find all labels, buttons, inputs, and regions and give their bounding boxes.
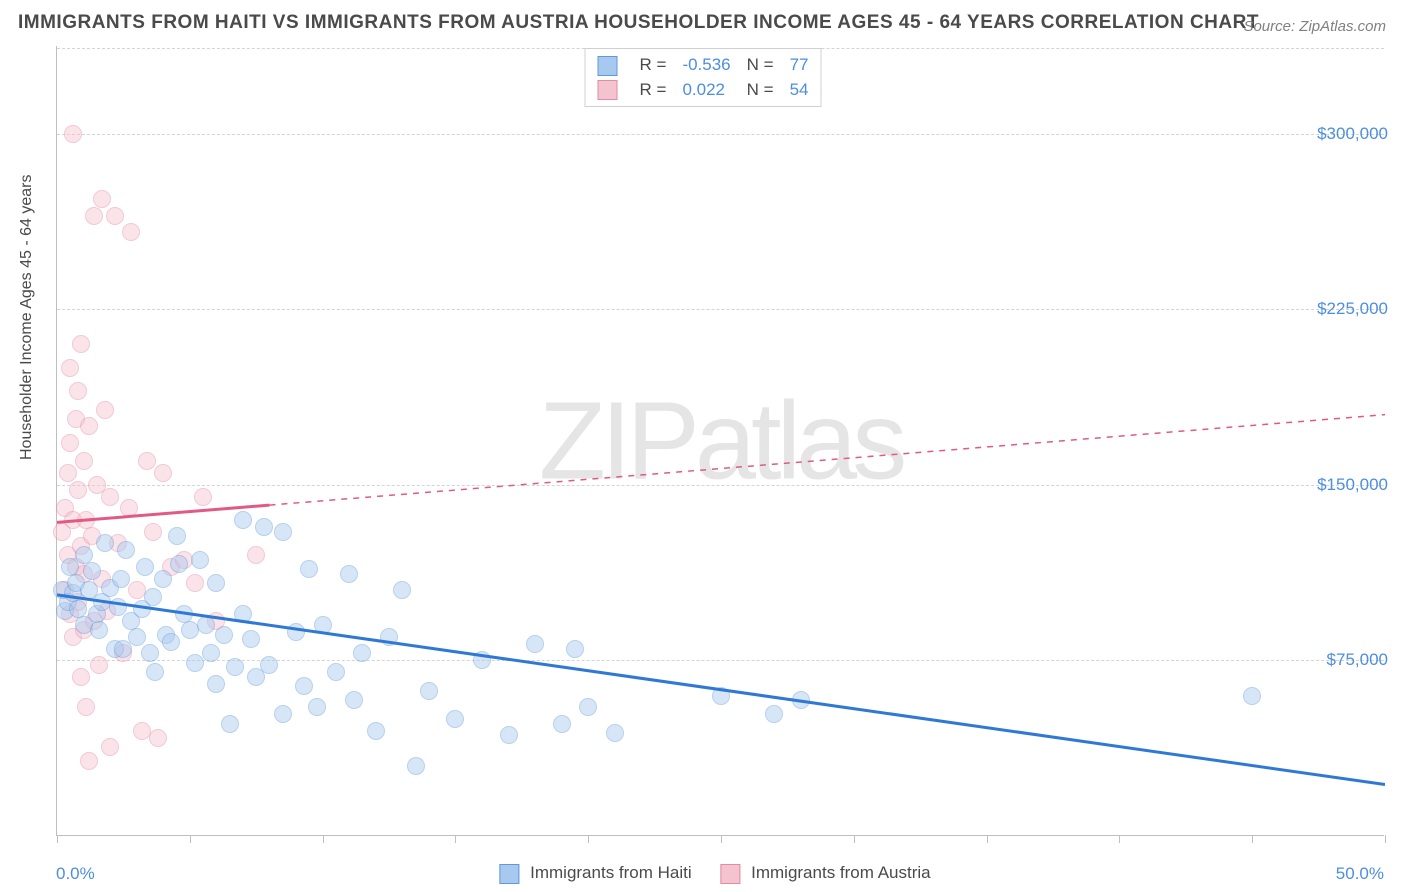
r-value-haiti: -0.536 <box>674 53 738 78</box>
legend-row-haiti: R = -0.536 N = 77 <box>590 53 817 78</box>
swatch-haiti-bottom <box>499 864 519 884</box>
scatter-points-layer <box>57 46 1384 835</box>
legend-label-austria: Immigrants from Austria <box>751 863 931 882</box>
series-legend: Immigrants from Haiti Immigrants from Au… <box>475 863 930 884</box>
y-axis-label: Householder Income Ages 45 - 64 years <box>18 175 36 461</box>
n-value-austria: 54 <box>782 78 817 103</box>
x-axis-max-label: 50.0% <box>1336 864 1384 884</box>
chart-title: IMMIGRANTS FROM HAITI VS IMMIGRANTS FROM… <box>18 12 1259 34</box>
swatch-austria <box>598 80 618 100</box>
source-attribution: Source: ZipAtlas.com <box>1243 18 1386 35</box>
correlation-legend: R = -0.536 N = 77 R = 0.022 N = 54 <box>585 48 822 107</box>
swatch-haiti <box>598 56 618 76</box>
legend-label-haiti: Immigrants from Haiti <box>530 863 692 882</box>
x-axis-min-label: 0.0% <box>56 864 95 884</box>
legend-row-austria: R = 0.022 N = 54 <box>590 78 817 103</box>
swatch-austria-bottom <box>720 864 740 884</box>
r-value-austria: 0.022 <box>674 78 738 103</box>
plot-area: ZIPatlas <box>56 46 1384 836</box>
n-value-haiti: 77 <box>782 53 817 78</box>
